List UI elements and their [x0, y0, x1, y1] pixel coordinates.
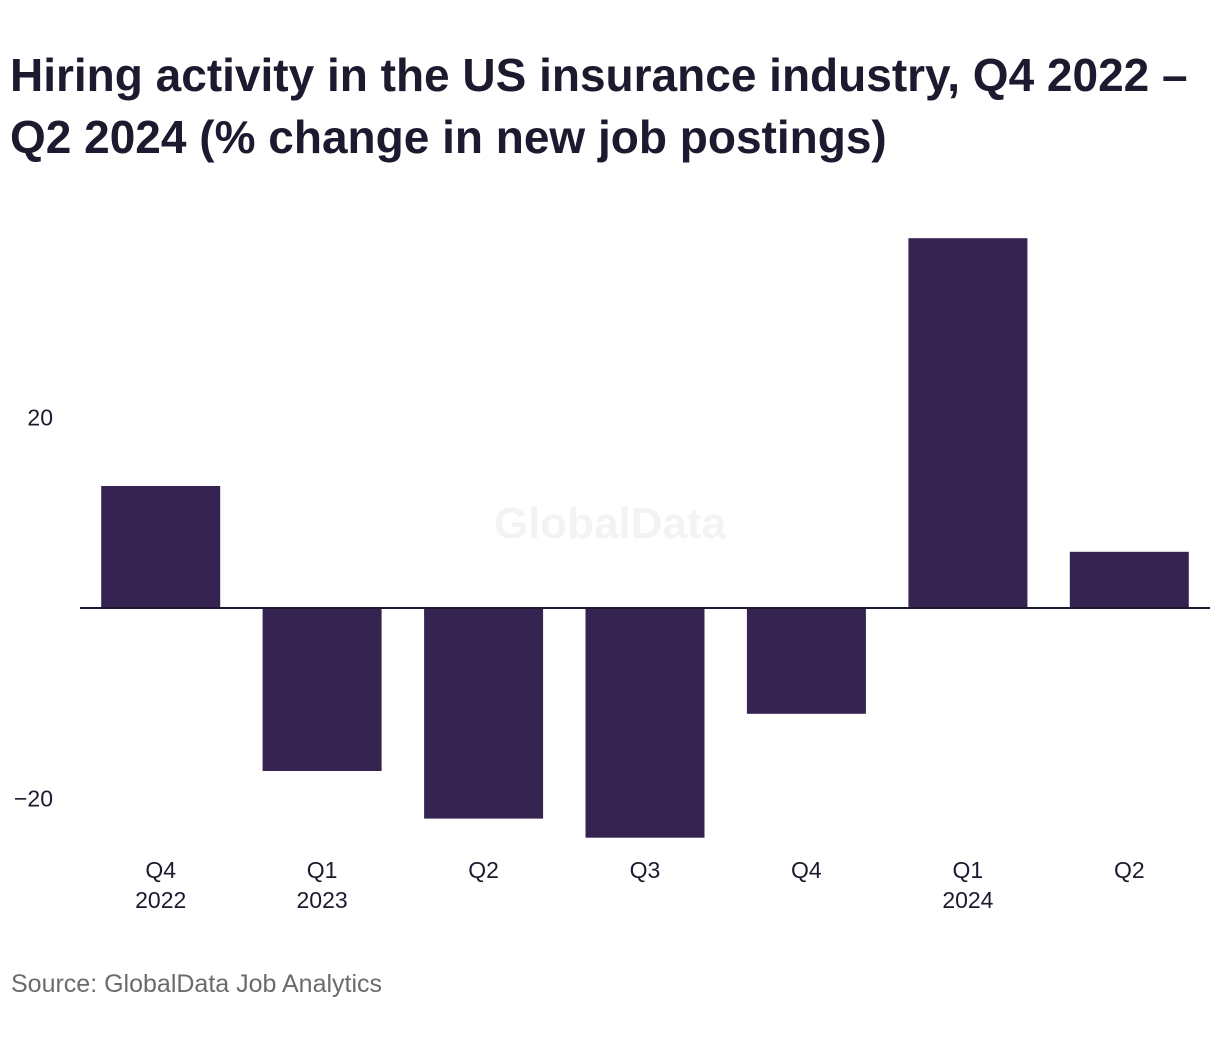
x-tick-label: Q1: [307, 857, 338, 883]
y-tick-label: −20: [14, 786, 53, 812]
watermark-text: GlobalData: [494, 499, 727, 548]
x-axis-ticks: Q4 2022 Q1 2023 Q2 Q3 Q4 Q1 2024 Q2: [135, 857, 1145, 913]
bar-3: [585, 608, 705, 838]
x-tick-year-label: 2023: [297, 887, 348, 913]
x-tick-year-label: 2024: [942, 887, 993, 913]
bar-2: [424, 608, 544, 819]
chart-title: Hiring activity in the US insurance indu…: [10, 49, 1188, 163]
bar-0: [101, 486, 221, 608]
source-note: Source: GlobalData Job Analytics: [11, 970, 383, 998]
bar-5: [908, 238, 1028, 608]
bar-1: [262, 608, 382, 771]
bars-group: [101, 238, 1189, 838]
bar-chart: GlobalData 20 −20 Q4 2022 Q1 2023 Q2 Q3 Q4 Q1 202…: [14, 238, 1210, 913]
x-tick-label: Q1: [953, 857, 984, 883]
x-tick-label: Q2: [1114, 857, 1145, 883]
x-tick-year-label: 2022: [135, 887, 186, 913]
y-tick-label: 20: [27, 404, 53, 430]
x-tick-label: Q3: [630, 857, 661, 883]
x-tick-label: Q4: [791, 857, 822, 883]
x-tick-label: Q2: [468, 857, 499, 883]
bar-4: [746, 608, 866, 714]
bar-6: [1069, 551, 1189, 608]
x-tick-label: Q4: [145, 857, 176, 883]
y-axis-ticks: 20 −20: [14, 404, 53, 811]
